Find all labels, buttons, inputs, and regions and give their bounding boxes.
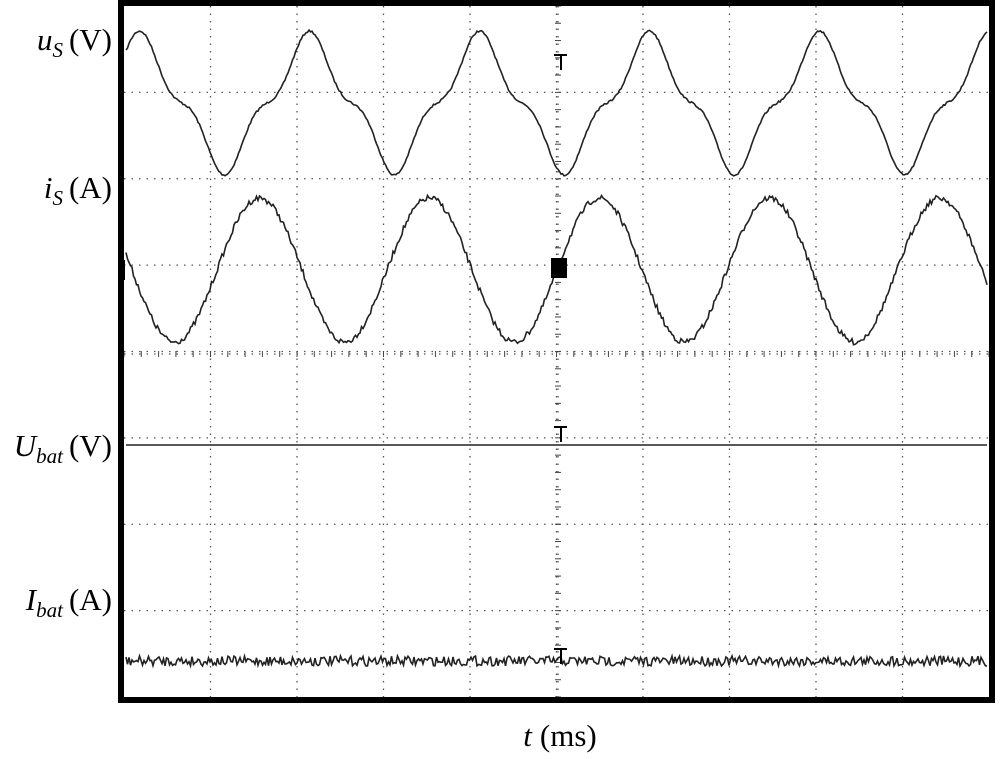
x-unit: (ms) bbox=[540, 718, 597, 753]
trace-us bbox=[125, 28, 988, 177]
label-unit: (A) bbox=[69, 170, 112, 205]
label-sub: bat bbox=[36, 598, 64, 622]
x-var: t bbox=[523, 718, 533, 753]
scope-screen bbox=[118, 5, 990, 698]
label-sub: S bbox=[52, 186, 63, 210]
label-unit: (A) bbox=[69, 582, 112, 617]
labels: uS (V)iS (A)Ubat (V)Ibat (A) bbox=[14, 22, 112, 622]
label-sub: S bbox=[52, 38, 63, 62]
label-unit: (V) bbox=[69, 428, 112, 463]
trace-label: Ubat (V) bbox=[14, 428, 112, 468]
x-axis-label: t (ms) bbox=[523, 718, 596, 753]
trace-label: iS (A) bbox=[44, 170, 112, 210]
label-var: u bbox=[37, 22, 53, 57]
marker bbox=[551, 258, 567, 278]
screen-border bbox=[118, 0, 995, 703]
label-sub: bat bbox=[36, 444, 64, 468]
label-var: i bbox=[44, 170, 53, 205]
label-var: U bbox=[14, 428, 39, 463]
trace-ibat bbox=[125, 653, 988, 669]
trace-label: Ibat (A) bbox=[25, 582, 112, 622]
label-unit: (V) bbox=[69, 22, 112, 57]
label-var: I bbox=[25, 582, 38, 617]
trace-label: uS (V) bbox=[37, 22, 112, 62]
